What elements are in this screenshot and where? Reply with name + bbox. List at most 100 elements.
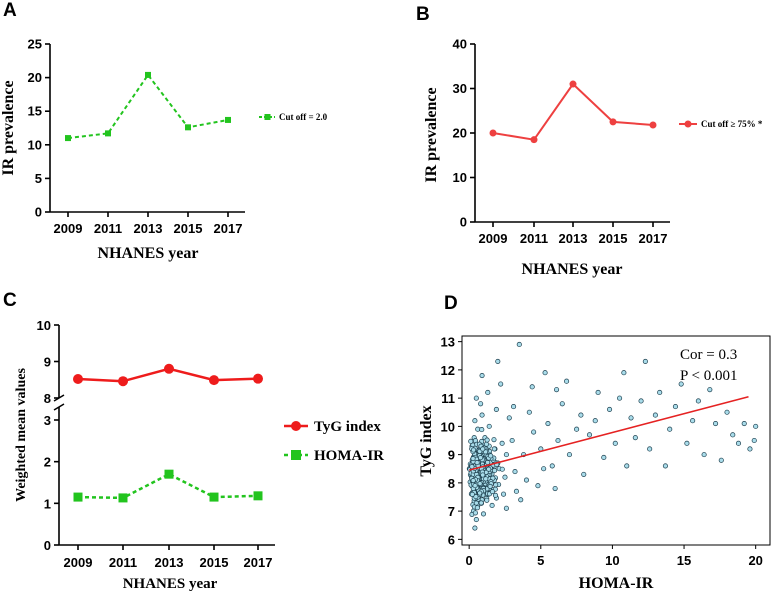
panel-a-series-line	[67, 73, 229, 140]
panel-a-xtick-label: 2009	[54, 221, 83, 236]
panel-c-x-title: NHANES year	[123, 576, 218, 592]
panel-d-data-point	[545, 421, 551, 427]
panel-c-series-line	[77, 472, 259, 500]
panel-d-density-point	[474, 460, 480, 466]
panel-d-data-point	[607, 406, 613, 412]
panel-c-xtick-label: 2013	[155, 555, 184, 570]
panel-a-ytick-label: 20	[28, 70, 42, 85]
panel-c-xtick-label: 2009	[64, 555, 93, 570]
panel-d-data-point	[518, 497, 524, 503]
panel-d-data-point	[741, 421, 747, 427]
panel-d-data-point	[667, 426, 673, 432]
panel-d-p-annotation: P < 0.001	[680, 368, 738, 384]
panel-a-data-point	[65, 135, 71, 142]
panel-d-data-point	[479, 372, 485, 379]
panel-d-density-point	[491, 437, 497, 443]
panel-d-data-point	[735, 440, 742, 446]
panel-d-xtick-label: 5	[537, 553, 544, 568]
panel-a-ytick-label: 15	[28, 104, 42, 119]
panel-d-data-point	[499, 440, 505, 446]
panel-a-data-point	[105, 130, 111, 137]
panel-b-legend-marker	[684, 120, 692, 128]
panel-d-cor-annotation: Cor = 0.3	[680, 347, 737, 363]
panel-d-density-point	[480, 472, 486, 478]
panel-d-density-point	[488, 453, 494, 459]
panel-d-density-point	[491, 446, 497, 452]
panel-a-y-title: IR prevalence	[0, 80, 17, 175]
panel-d-data-point	[513, 488, 519, 494]
panel-c-data-point	[73, 492, 83, 502]
panel-d-data-point	[553, 387, 560, 393]
panel-d-data-point	[647, 446, 653, 452]
panel-b-ytick-label: 0	[460, 215, 467, 230]
panel-d-fit-line	[468, 395, 749, 471]
panel-d-data-point	[503, 505, 509, 511]
panel-a-xtick-label: 2015	[174, 221, 203, 236]
panel-d-data-point	[552, 485, 558, 492]
panel-a-data-point	[145, 71, 151, 78]
panel-d-data-point	[642, 358, 648, 364]
panel-c-xtick-label: 2011	[109, 555, 137, 570]
panel-d-data-point	[684, 440, 690, 446]
panel-d-data-point	[495, 358, 501, 364]
panel-c-legend-marker-tyg	[291, 421, 301, 431]
panel-d-data-point	[624, 463, 630, 469]
panel-c-legend-label-homa: HOMA-IR	[314, 448, 384, 464]
panel-d-density-point	[486, 466, 492, 472]
panel-c-xtick-label: 2017	[244, 555, 273, 570]
panel-d-data-point	[695, 398, 701, 404]
panel-d-data-point	[751, 437, 757, 444]
panel-d-xtick-label: 0	[466, 553, 473, 568]
panel-d-density-point	[493, 482, 499, 488]
panel-b-y-title: IR prevalence	[423, 87, 440, 182]
panel-d-ytick-label: 6	[448, 532, 455, 547]
panel-d-data-point	[489, 502, 495, 509]
panel-d-ytick-label: 8	[448, 476, 455, 491]
panel-a-data-point	[225, 116, 231, 123]
panel-b-legend-label: Cut off ≥ 75% *	[701, 119, 763, 129]
panel-d-density-point	[492, 467, 498, 474]
panel-d-data-point	[549, 463, 555, 469]
panel-d-ytick-label: 9	[448, 448, 455, 463]
panel-d-ytick-label: 13	[441, 335, 455, 350]
panel-d-data-point	[498, 381, 504, 387]
panel-d-data-point	[592, 418, 598, 424]
panel-b-xtick-label: 2015	[599, 231, 628, 246]
panel-d-density-point	[489, 489, 495, 495]
panel-c-data-point	[209, 492, 219, 502]
panel-d-ytick-label: 7	[448, 504, 455, 519]
panel-d-density-point	[483, 476, 489, 482]
panel-d-data-point	[718, 457, 724, 463]
panel-d-data-point	[479, 412, 485, 418]
panel-d-data-point	[730, 432, 736, 438]
panel-d-data-point	[564, 378, 570, 384]
panel-d-data-point	[541, 466, 547, 472]
panel-b-data-point	[569, 80, 577, 88]
panel-b-xtick-label: 2017	[639, 231, 668, 246]
panel-d-data-point	[617, 395, 623, 401]
panel-d-density-point	[472, 510, 478, 516]
panel-b-ytick-label: 30	[453, 81, 467, 96]
panel-b-xtick-label: 2009	[479, 231, 508, 246]
panel-d-density-point	[483, 441, 489, 447]
panel-d-x-title: HOMA-IR	[579, 575, 654, 592]
panel-d-density-point	[477, 455, 484, 461]
panel-c-ytick-label: 9	[44, 355, 51, 370]
panel-d-y-title: TyG index	[418, 405, 435, 476]
panel-c-ytick-label: 8	[44, 391, 51, 406]
panel-c-data-point	[209, 375, 219, 386]
panel-c-ytick-label: 1	[44, 496, 51, 511]
panel-d-data-point	[512, 469, 518, 475]
panel-c-legend-label-tyg: TyG index	[314, 419, 381, 435]
panel-b-x-title: NHANES year	[522, 261, 623, 278]
panel-d-xtick-label: 15	[677, 553, 691, 568]
panel-a-chart: IR prevalence NHANES year 0 5 10 15 20 25 200…	[0, 37, 328, 263]
panel-d-data-point	[707, 387, 713, 393]
panel-c-data-point	[164, 469, 174, 479]
panel-d-density-point	[472, 483, 478, 489]
panel-d-data-point	[612, 440, 618, 446]
panel-b-data-point	[649, 121, 657, 129]
panel-a-xtick-label: 2011	[94, 221, 122, 236]
panel-d-density-point	[470, 455, 476, 462]
panel-b-ytick-label: 20	[453, 126, 467, 141]
